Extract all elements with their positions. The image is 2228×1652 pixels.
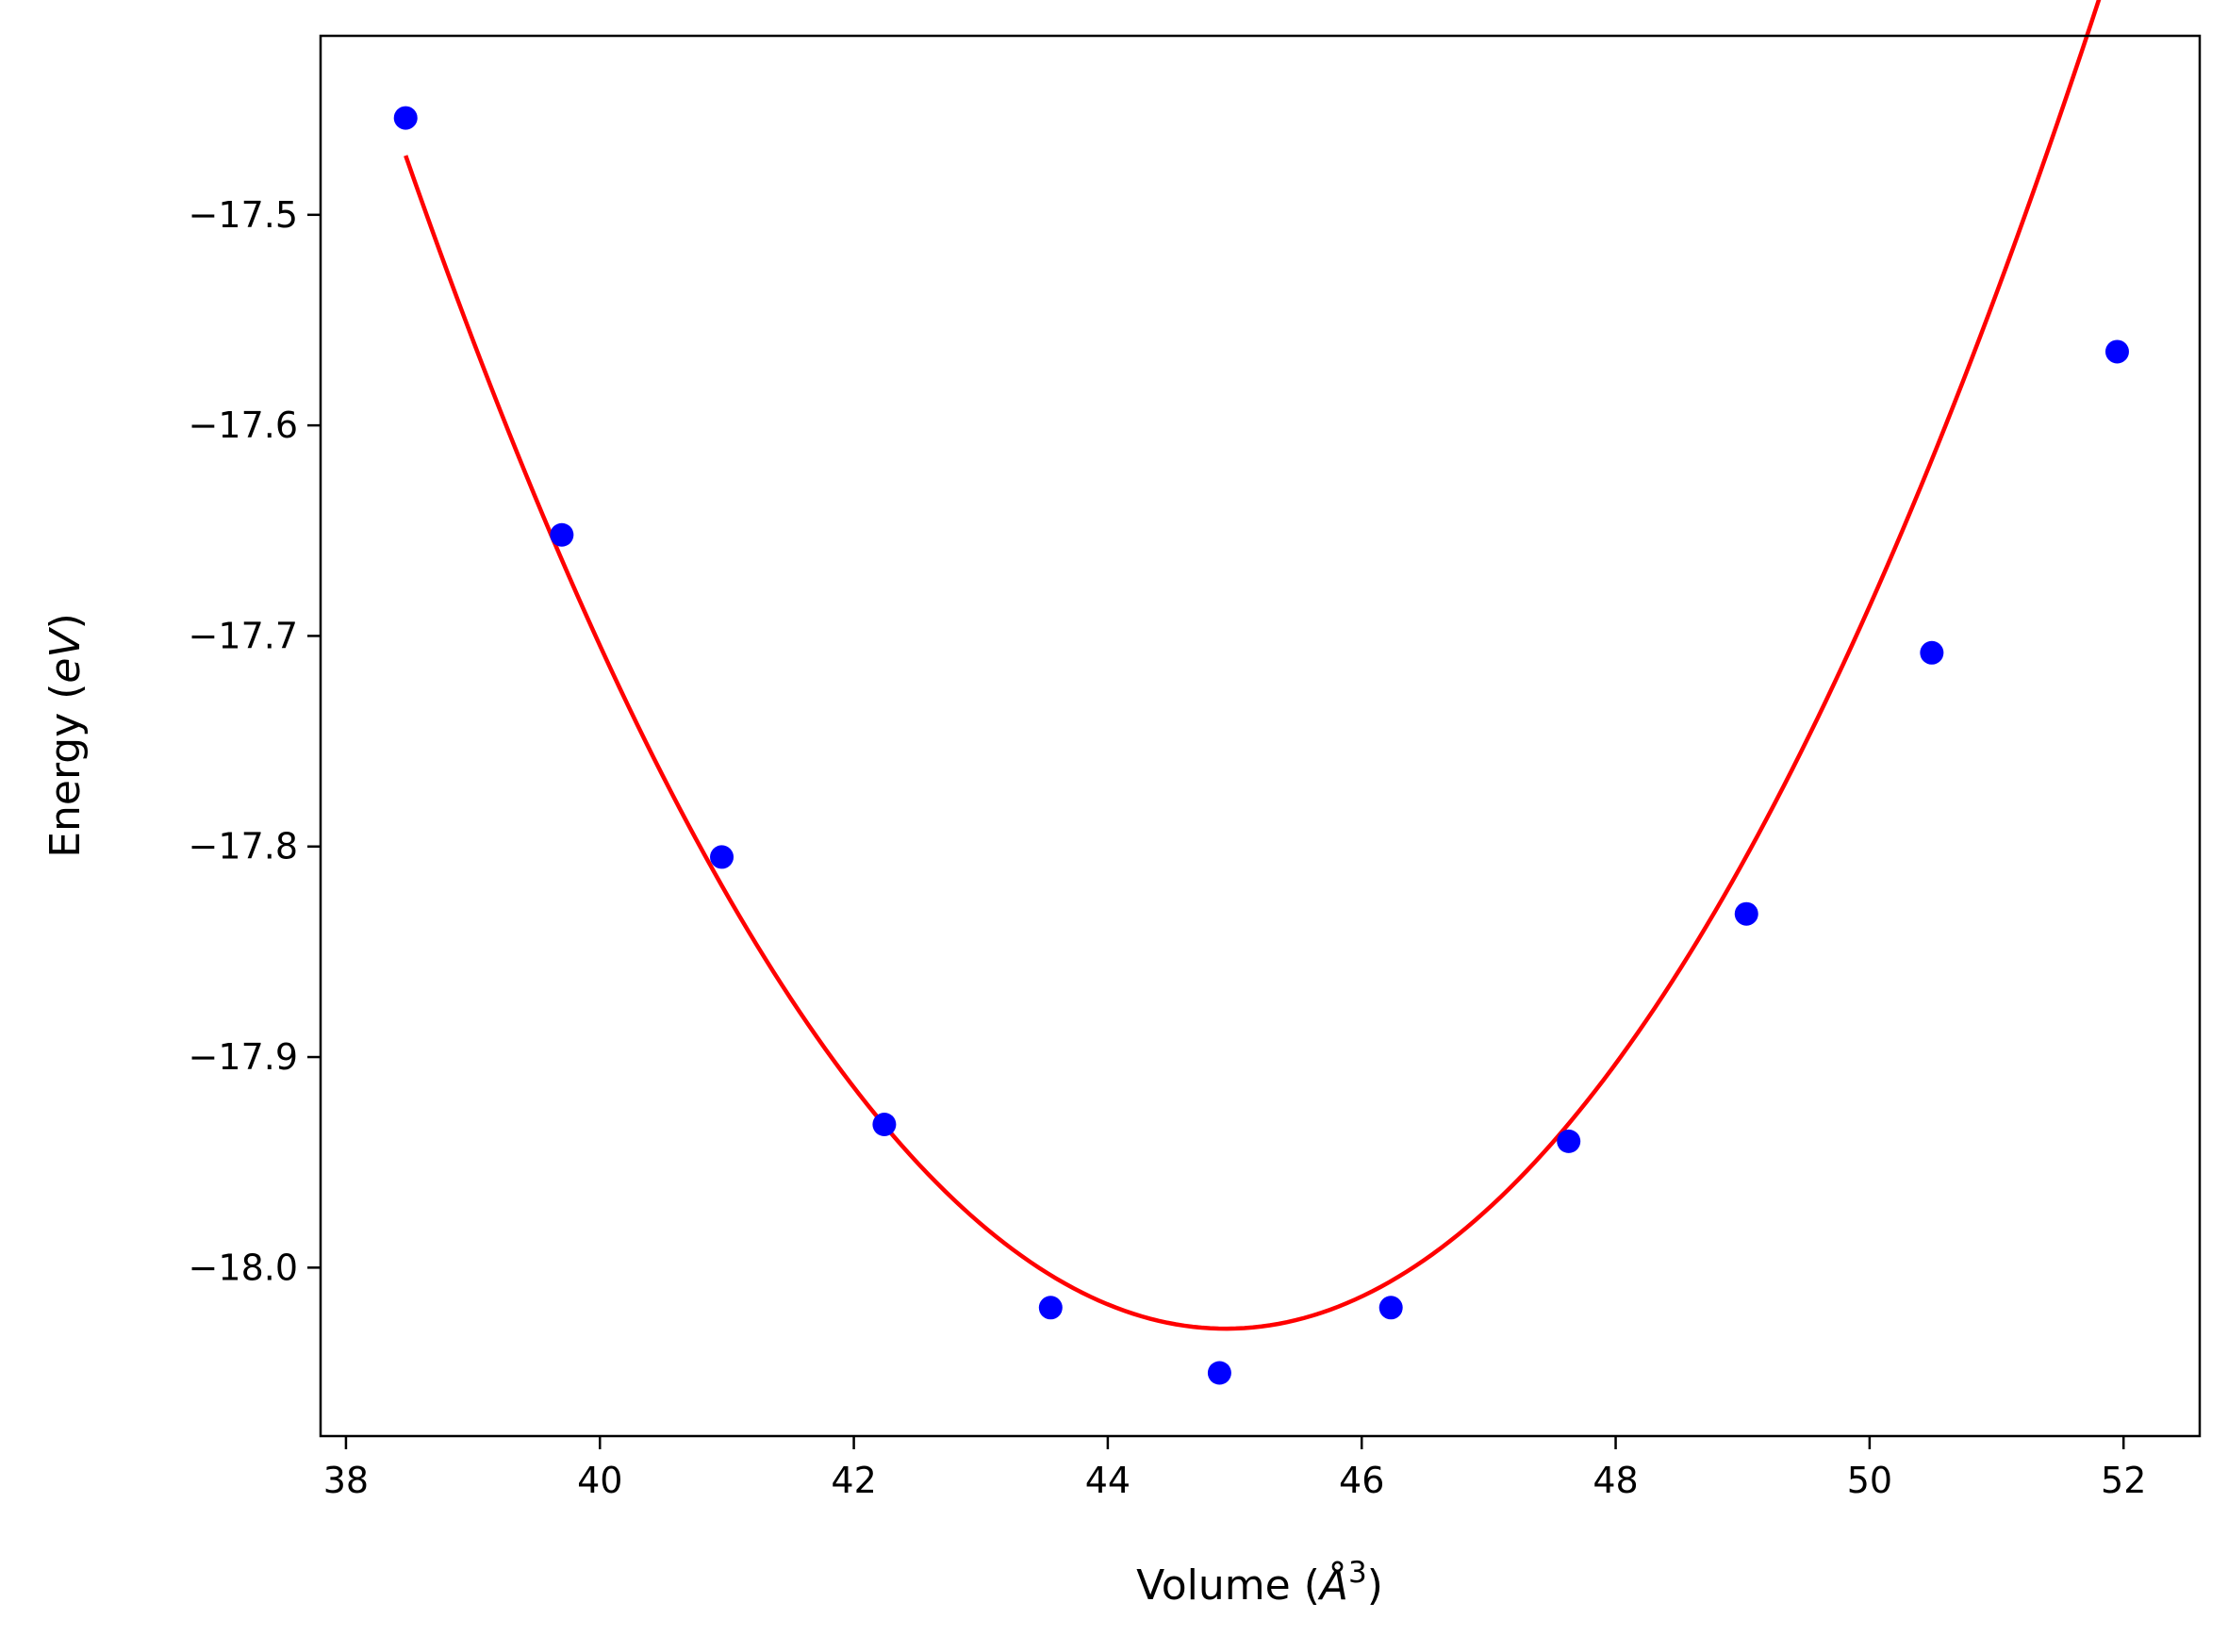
y-tick-label: −17.9 — [189, 1036, 298, 1078]
marks-layer — [393, 0, 2129, 1385]
y-tick-label: −17.8 — [189, 826, 298, 867]
y-tick-label: −17.7 — [189, 615, 298, 656]
y-tick-label: −18.0 — [189, 1247, 298, 1288]
data-point — [1557, 1129, 1581, 1153]
x-tick-label: 38 — [323, 1460, 369, 1501]
data-point — [550, 522, 574, 547]
y-axis-label: Energy (eV) — [41, 613, 90, 858]
x-tick-label: 40 — [577, 1460, 622, 1501]
y-tick-label: −17.6 — [189, 405, 298, 446]
data-point — [1038, 1296, 1063, 1320]
x-tick-label: 44 — [1085, 1460, 1131, 1501]
fit-curve — [404, 0, 2102, 1331]
x-tick-label: 42 — [831, 1460, 876, 1501]
x-tick-label: 52 — [2101, 1460, 2146, 1501]
data-point — [1920, 640, 1944, 665]
data-point — [710, 845, 734, 869]
data-point — [872, 1113, 897, 1137]
x-tick-label: 46 — [1339, 1460, 1384, 1501]
data-point — [1734, 901, 1758, 926]
data-point — [2104, 339, 2129, 364]
x-axis-label: Volume (Å3) — [1136, 1556, 1383, 1610]
data-point — [1378, 1296, 1403, 1320]
ticks-layer: 38 40 42 44 46 48 50 52 −17.5 −17.6 −17.7 −17.8 −17.… — [189, 194, 2147, 1501]
data-point — [393, 106, 418, 130]
y-tick-label: −17.5 — [189, 194, 298, 236]
x-tick-label: 48 — [1593, 1460, 1638, 1501]
data-point — [1207, 1361, 1231, 1385]
x-tick-label: 50 — [1847, 1460, 1892, 1501]
plot-frame — [319, 34, 2202, 1438]
